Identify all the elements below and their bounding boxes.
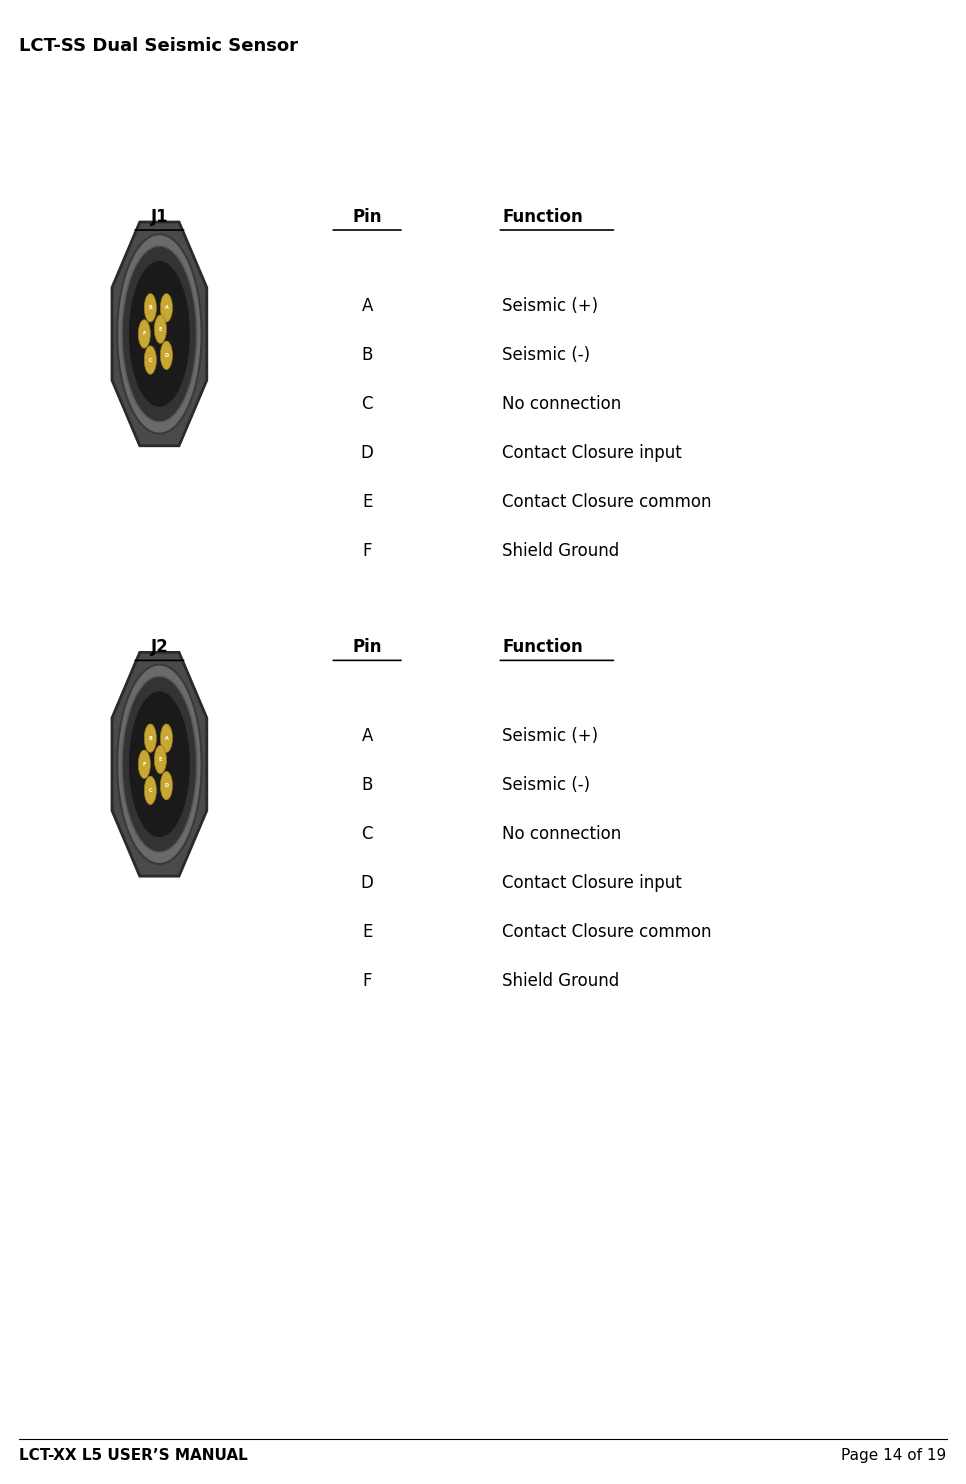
Text: A: A [164, 306, 168, 310]
Polygon shape [155, 315, 166, 343]
Text: Seismic (-): Seismic (-) [502, 346, 590, 364]
Text: No connection: No connection [502, 395, 621, 413]
Polygon shape [138, 319, 151, 349]
Text: No connection: No connection [502, 825, 621, 843]
Polygon shape [144, 346, 156, 374]
Text: Function: Function [502, 638, 583, 656]
Text: Shield Ground: Shield Ground [502, 542, 619, 559]
Polygon shape [160, 341, 173, 370]
Text: J2: J2 [151, 638, 168, 656]
Polygon shape [112, 223, 207, 445]
Text: B: B [149, 736, 153, 741]
Text: D: D [360, 444, 374, 462]
Polygon shape [160, 772, 173, 800]
Text: Seismic (+): Seismic (+) [502, 727, 599, 745]
Text: F: F [143, 761, 146, 767]
Text: F: F [362, 972, 372, 990]
Text: F: F [143, 331, 146, 337]
Text: Page 14 of 19: Page 14 of 19 [841, 1448, 947, 1463]
Text: B: B [361, 346, 373, 364]
Text: C: C [361, 825, 373, 843]
Text: Contact Closure input: Contact Closure input [502, 874, 682, 892]
Polygon shape [144, 294, 156, 322]
Text: A: A [361, 297, 373, 315]
Text: B: B [361, 776, 373, 794]
Text: Shield Ground: Shield Ground [502, 972, 619, 990]
Text: C: C [149, 358, 152, 362]
Text: Seismic (-): Seismic (-) [502, 776, 590, 794]
Polygon shape [160, 294, 173, 322]
Polygon shape [128, 260, 190, 408]
Text: D: D [164, 784, 168, 788]
Text: LCT-XX L5 USER’S MANUAL: LCT-XX L5 USER’S MANUAL [19, 1448, 248, 1463]
Text: LCT-SS Dual Seismic Sensor: LCT-SS Dual Seismic Sensor [19, 37, 298, 55]
Text: J1: J1 [151, 208, 168, 226]
Text: E: E [158, 326, 162, 331]
Text: Function: Function [502, 208, 583, 226]
Polygon shape [122, 677, 197, 852]
Text: Seismic (+): Seismic (+) [502, 297, 599, 315]
Text: A: A [361, 727, 373, 745]
Text: E: E [158, 757, 162, 761]
Polygon shape [128, 690, 190, 838]
Polygon shape [112, 653, 207, 876]
Polygon shape [144, 724, 156, 752]
Text: Pin: Pin [353, 638, 382, 656]
Polygon shape [122, 246, 197, 421]
Text: Contact Closure common: Contact Closure common [502, 923, 712, 941]
Text: Contact Closure input: Contact Closure input [502, 444, 682, 462]
Text: C: C [361, 395, 373, 413]
Text: Pin: Pin [353, 208, 382, 226]
Polygon shape [138, 749, 151, 779]
Text: E: E [362, 493, 372, 510]
Polygon shape [117, 234, 202, 433]
Text: E: E [362, 923, 372, 941]
Text: A: A [164, 736, 168, 741]
Polygon shape [160, 724, 173, 752]
Polygon shape [117, 665, 202, 864]
Polygon shape [155, 745, 166, 773]
Text: D: D [164, 353, 168, 358]
Text: Contact Closure common: Contact Closure common [502, 493, 712, 510]
Text: B: B [149, 306, 153, 310]
Polygon shape [144, 776, 156, 804]
Text: F: F [362, 542, 372, 559]
Text: C: C [149, 788, 152, 792]
Text: D: D [360, 874, 374, 892]
